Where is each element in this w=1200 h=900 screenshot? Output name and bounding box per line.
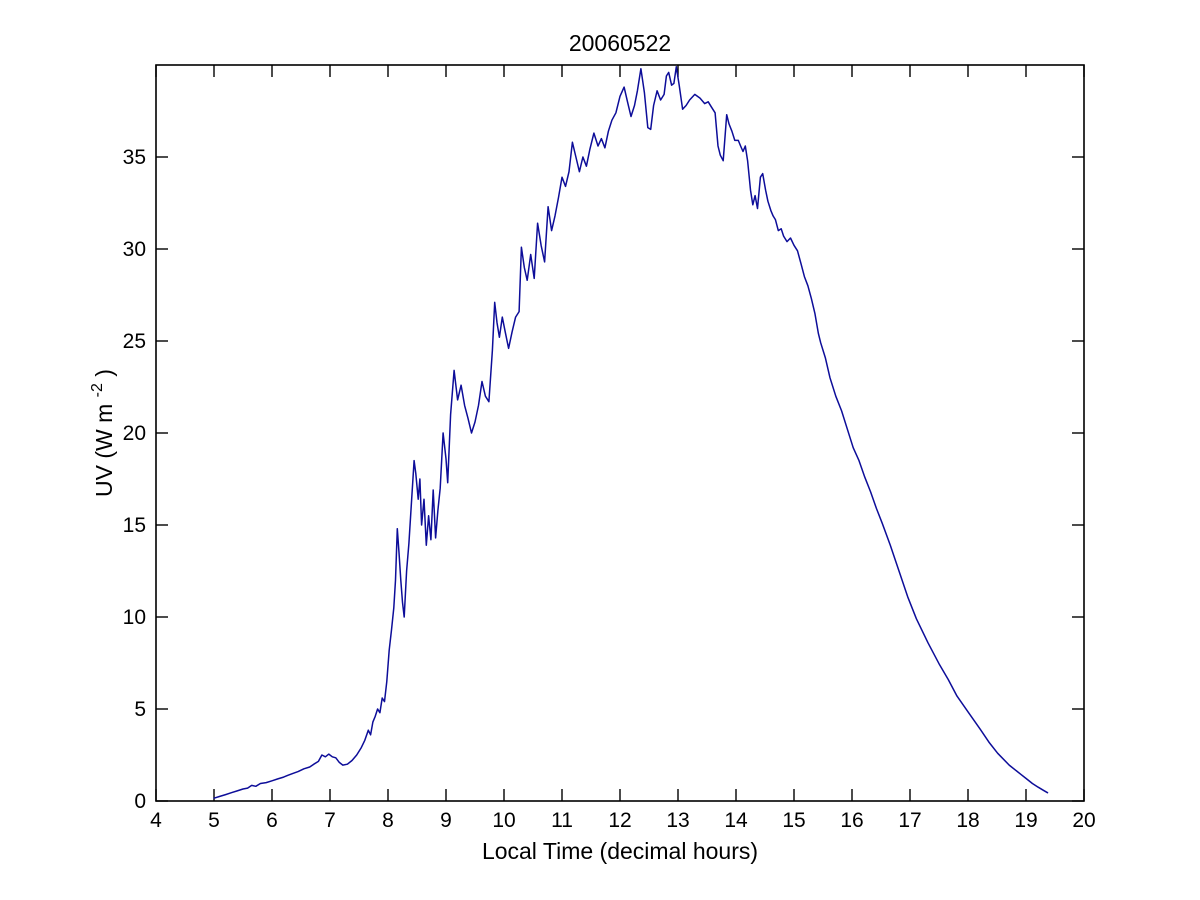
x-tick-label: 12 (608, 809, 631, 832)
x-tick-label: 13 (666, 809, 689, 832)
uv-series-line (213, 66, 1049, 799)
y-axis-label-superscript: -2 (89, 383, 106, 397)
x-tick-label: 17 (898, 809, 921, 832)
y-tick-label: 5 (134, 698, 146, 721)
y-axis-label-close: ) (91, 369, 117, 377)
axes-layer: 4 5 6 7 8 9 10 11 12 13 14 15 16 17 18 19 20 0 5 10 15 20 25 30… (123, 64, 1096, 832)
x-tick-label: 8 (382, 809, 394, 832)
y-tick-label: 10 (123, 606, 146, 629)
y-axis-label: UV (W m -2 ) (81, 369, 117, 497)
x-tick-label: 20 (1072, 809, 1095, 832)
chart-title: 20060522 (569, 30, 671, 56)
y-tick-label: 20 (123, 422, 146, 445)
y-tick-label: 30 (123, 238, 146, 261)
x-tick-label: 18 (956, 809, 979, 832)
y-tick-label: 25 (123, 330, 146, 353)
series-layer (213, 66, 1049, 799)
y-tick-label: 35 (123, 146, 146, 169)
x-tick-label: 19 (1014, 809, 1037, 832)
x-tick-label: 7 (324, 809, 336, 832)
plot-frame (155, 64, 1085, 802)
y-axis-label-main: UV (W m (91, 404, 117, 497)
x-tick-label: 11 (551, 809, 573, 832)
x-tick-label: 16 (840, 809, 863, 832)
y-tick-label: 15 (123, 514, 146, 537)
x-tick-label: 9 (440, 809, 452, 832)
x-tick-label: 10 (492, 809, 515, 832)
y-tick-label: 0 (134, 790, 146, 813)
x-tick-label: 4 (150, 809, 162, 832)
x-axis-label: Local Time (decimal hours) (482, 838, 758, 864)
x-tick-label: 6 (266, 809, 278, 832)
x-tick-label: 15 (782, 809, 805, 832)
x-tick-label: 5 (208, 809, 220, 832)
x-tick-label: 14 (724, 809, 748, 832)
